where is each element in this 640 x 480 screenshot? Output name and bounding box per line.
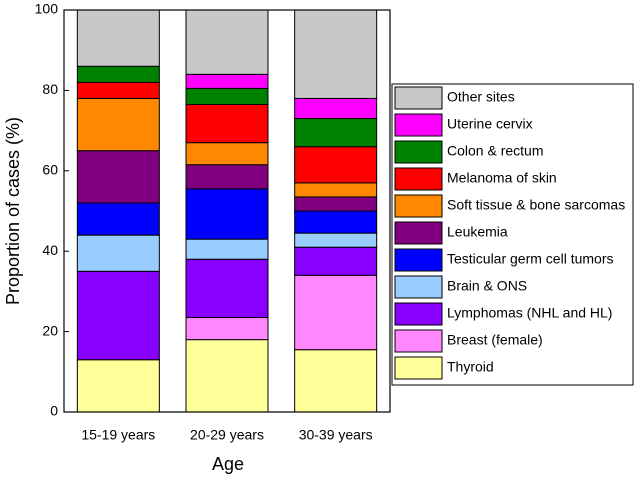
bar-segment bbox=[294, 232, 378, 248]
bar-segment bbox=[185, 188, 269, 240]
bar-segment bbox=[294, 210, 378, 234]
bar-segment bbox=[294, 274, 378, 351]
y-tick-label: 20 bbox=[42, 322, 58, 338]
legend-label: Uterine cervix bbox=[447, 116, 533, 132]
bar-segment bbox=[76, 270, 160, 361]
legend-swatch bbox=[394, 194, 443, 218]
bar-segment bbox=[76, 234, 160, 272]
bar-segment bbox=[76, 9, 160, 67]
legend-swatch bbox=[394, 248, 443, 272]
bar-segment bbox=[76, 202, 160, 236]
bar-segment bbox=[76, 359, 160, 413]
legend-label: Breast (female) bbox=[447, 332, 543, 348]
legend-label: Soft tissue & bone sarcomas bbox=[447, 197, 625, 213]
legend-label: Testicular germ cell tumors bbox=[447, 251, 614, 267]
bar-segment bbox=[294, 182, 378, 198]
bar-segment bbox=[294, 118, 378, 148]
bar-segment bbox=[294, 146, 378, 184]
x-tick-label: 15-19 years bbox=[81, 427, 155, 443]
bar-segment bbox=[76, 97, 160, 152]
bar-segment bbox=[185, 103, 269, 144]
x-tick-label: 30-39 years bbox=[299, 427, 373, 443]
legend-swatch bbox=[394, 167, 443, 191]
bar-segment bbox=[185, 73, 269, 89]
x-tick-label: 20-29 years bbox=[190, 427, 264, 443]
y-tick-label: 40 bbox=[42, 242, 58, 258]
y-tick-label: 0 bbox=[50, 403, 58, 419]
legend-label: Brain & ONS bbox=[447, 278, 527, 294]
bar-segment bbox=[76, 81, 160, 99]
legend-label: Lymphomas (NHL and HL) bbox=[447, 305, 612, 321]
bar-segment bbox=[185, 238, 269, 260]
bar-segment bbox=[76, 65, 160, 83]
bar-segment bbox=[185, 258, 269, 319]
bar-segment bbox=[294, 349, 378, 413]
plot-frame bbox=[63, 9, 391, 413]
legend-swatch bbox=[394, 356, 443, 380]
legend-label: Leukemia bbox=[447, 224, 508, 240]
bar-segment bbox=[294, 97, 378, 120]
legend-swatch bbox=[394, 221, 443, 245]
y-axis-label: Proportion of cases (%) bbox=[3, 117, 23, 305]
bar-segment bbox=[76, 150, 160, 204]
legend-swatch bbox=[394, 140, 443, 164]
legend-swatch bbox=[394, 113, 443, 137]
legend-swatch bbox=[394, 275, 443, 299]
bar-segment bbox=[185, 142, 269, 166]
bar-segment bbox=[185, 317, 269, 341]
bar-segment bbox=[294, 196, 378, 212]
legend-label: Other sites bbox=[447, 89, 515, 105]
legend-label: Melanoma of skin bbox=[447, 170, 557, 186]
bar-segment bbox=[185, 9, 269, 75]
bar-segment bbox=[185, 87, 269, 105]
y-tick-label: 80 bbox=[42, 81, 58, 97]
legend-label: Thyroid bbox=[447, 359, 494, 375]
bar-segment bbox=[185, 164, 269, 190]
legend-swatch bbox=[394, 86, 443, 110]
legend-swatch bbox=[394, 329, 443, 353]
y-tick-label: 100 bbox=[35, 1, 59, 17]
legend-swatch bbox=[394, 302, 443, 326]
x-axis-label: Age bbox=[212, 454, 244, 474]
bar-segment bbox=[185, 339, 269, 413]
legend-label: Colon & rectum bbox=[447, 143, 543, 159]
y-tick-label: 60 bbox=[42, 162, 58, 178]
bar-segment bbox=[294, 9, 378, 99]
bar-segment bbox=[294, 246, 378, 276]
